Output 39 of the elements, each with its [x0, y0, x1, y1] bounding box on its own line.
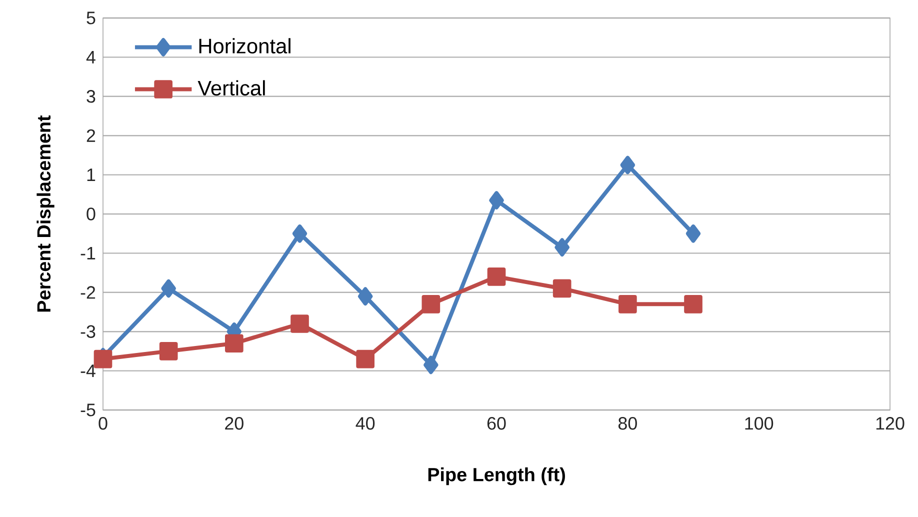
- x-tick-label: 60: [487, 417, 506, 430]
- point: [620, 156, 636, 174]
- point: [358, 287, 373, 306]
- x-tick-label: 120: [876, 417, 904, 430]
- y-axis-title: Percent Displacement: [36, 115, 54, 312]
- y-tick-label: 1: [87, 168, 96, 181]
- y-tick-label: -1: [80, 247, 96, 260]
- x-tick-label: 0: [98, 417, 108, 430]
- y-tick-label: 2: [86, 129, 96, 142]
- legend-label: Vertical: [198, 80, 265, 96]
- x-tick-label: 100: [745, 417, 774, 430]
- point: [684, 294, 702, 314]
- point: [554, 238, 570, 256]
- point: [487, 268, 506, 286]
- y-tick-label: 5: [86, 12, 96, 24]
- x-axis-title: Pipe Length (ft): [428, 467, 565, 486]
- y-tick-label: -4: [80, 364, 96, 377]
- point: [422, 294, 440, 314]
- y-tick-label: -5: [80, 404, 96, 416]
- point: [356, 350, 375, 368]
- x-tick-label: 40: [356, 417, 375, 430]
- point: [224, 334, 244, 353]
- point: [686, 224, 701, 243]
- point: [424, 356, 438, 374]
- point: [290, 314, 309, 333]
- y-tick-label: -3: [80, 325, 96, 338]
- point: [292, 224, 308, 243]
- x-tick-label: 20: [225, 417, 244, 430]
- y-tick-label: 0: [86, 208, 96, 220]
- point: [618, 294, 637, 314]
- point: [489, 191, 504, 210]
- y-tick-label: -2: [80, 286, 96, 299]
- point: [161, 279, 176, 298]
- point: [159, 342, 178, 360]
- legend-label: Horizontal: [199, 38, 290, 54]
- y-tick-label: 3: [86, 90, 96, 103]
- y-tick-label: 4: [86, 51, 96, 64]
- x-tick-label: 80: [618, 417, 637, 430]
- point: [552, 279, 572, 298]
